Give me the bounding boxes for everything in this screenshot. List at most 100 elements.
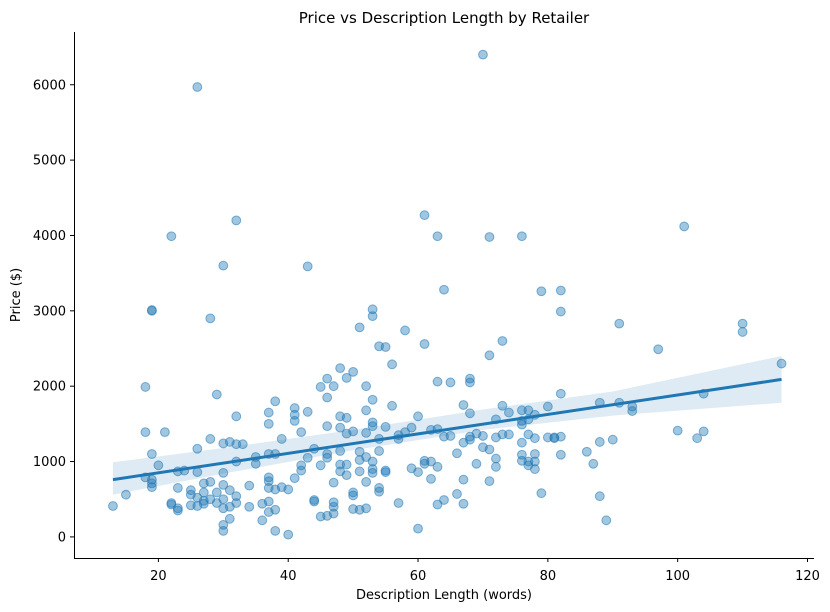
data-point bbox=[270, 525, 281, 536]
data-point bbox=[224, 485, 235, 496]
data-point bbox=[497, 336, 508, 346]
data-point bbox=[484, 476, 495, 487]
data-point bbox=[322, 392, 333, 403]
data-point bbox=[348, 487, 359, 498]
data-point bbox=[361, 381, 372, 392]
y-axis-label: Price ($) bbox=[9, 268, 24, 322]
data-point bbox=[263, 418, 274, 429]
y-tick-label: 4000 bbox=[33, 229, 66, 244]
x-tick-label: 60 bbox=[410, 569, 427, 584]
data-point bbox=[211, 487, 222, 498]
y-tick-label: 2000 bbox=[33, 380, 66, 395]
data-point bbox=[121, 489, 131, 500]
data-point bbox=[484, 232, 495, 242]
data-point bbox=[413, 467, 423, 477]
data-point bbox=[231, 491, 242, 502]
data-point bbox=[432, 461, 443, 472]
data-point bbox=[335, 422, 346, 433]
data-point bbox=[529, 433, 540, 444]
data-point bbox=[257, 515, 268, 526]
data-point bbox=[737, 318, 748, 329]
data-point bbox=[374, 446, 384, 456]
data-point bbox=[491, 461, 501, 472]
data-point bbox=[205, 313, 216, 324]
data-point bbox=[302, 452, 313, 463]
data-point bbox=[341, 459, 352, 470]
chart-title: Price vs Description Length by Retailer bbox=[299, 9, 590, 27]
data-point bbox=[737, 327, 748, 337]
data-point bbox=[465, 434, 475, 445]
y-tick-label: 0 bbox=[58, 530, 66, 545]
data-point bbox=[296, 465, 307, 476]
data-point bbox=[555, 285, 566, 296]
data-point bbox=[465, 408, 475, 419]
data-point bbox=[289, 403, 300, 413]
data-point bbox=[380, 342, 391, 352]
data-point bbox=[322, 421, 333, 432]
data-point bbox=[322, 452, 333, 463]
data-point bbox=[341, 372, 352, 383]
data-point bbox=[283, 529, 294, 540]
data-point bbox=[504, 429, 514, 440]
data-point bbox=[692, 433, 703, 444]
data-point bbox=[465, 373, 475, 384]
data-point bbox=[218, 494, 229, 505]
data-point bbox=[361, 503, 372, 514]
data-point bbox=[484, 444, 495, 455]
data-point bbox=[283, 484, 294, 495]
data-point bbox=[205, 434, 216, 444]
data-point bbox=[367, 456, 378, 467]
data-point bbox=[367, 464, 378, 474]
data-point bbox=[367, 467, 378, 478]
data-point bbox=[653, 344, 664, 355]
data-point bbox=[315, 460, 326, 471]
data-point bbox=[478, 49, 488, 60]
data-point bbox=[263, 476, 274, 487]
data-point bbox=[465, 377, 475, 388]
data-point bbox=[146, 449, 157, 459]
data-point bbox=[270, 504, 281, 515]
data-point bbox=[555, 431, 566, 442]
data-point bbox=[218, 480, 229, 490]
data-point bbox=[146, 478, 157, 489]
data-point bbox=[594, 491, 605, 502]
data-point bbox=[458, 474, 469, 485]
data-point bbox=[198, 487, 209, 498]
data-point bbox=[153, 460, 164, 471]
data-point bbox=[231, 215, 242, 226]
data-point bbox=[172, 505, 183, 516]
data-point bbox=[361, 405, 372, 416]
data-point bbox=[354, 446, 365, 457]
data-point bbox=[776, 358, 787, 369]
data-point bbox=[289, 473, 300, 484]
data-point bbox=[387, 359, 397, 370]
data-point bbox=[140, 382, 151, 392]
data-point bbox=[218, 525, 229, 536]
data-point bbox=[516, 231, 527, 242]
data-point bbox=[328, 501, 339, 512]
confidence-band bbox=[112, 356, 782, 495]
data-point bbox=[348, 490, 359, 501]
data-point bbox=[406, 422, 417, 433]
data-point bbox=[237, 439, 248, 450]
data-point bbox=[328, 477, 339, 488]
data-point bbox=[536, 286, 547, 297]
data-point bbox=[393, 498, 404, 508]
data-point bbox=[529, 456, 540, 467]
data-point bbox=[380, 467, 391, 477]
data-point bbox=[289, 415, 300, 426]
y-tick-label: 6000 bbox=[33, 78, 66, 93]
data-point bbox=[159, 427, 170, 438]
data-point bbox=[413, 411, 423, 422]
data-point bbox=[588, 458, 599, 469]
data-point bbox=[341, 470, 352, 481]
data-point bbox=[361, 428, 372, 438]
data-point bbox=[328, 508, 339, 519]
data-point bbox=[607, 434, 618, 445]
data-point bbox=[146, 305, 157, 315]
data-point bbox=[627, 406, 638, 416]
data-point bbox=[458, 498, 469, 509]
data-point bbox=[231, 498, 242, 508]
data-point bbox=[211, 389, 222, 400]
